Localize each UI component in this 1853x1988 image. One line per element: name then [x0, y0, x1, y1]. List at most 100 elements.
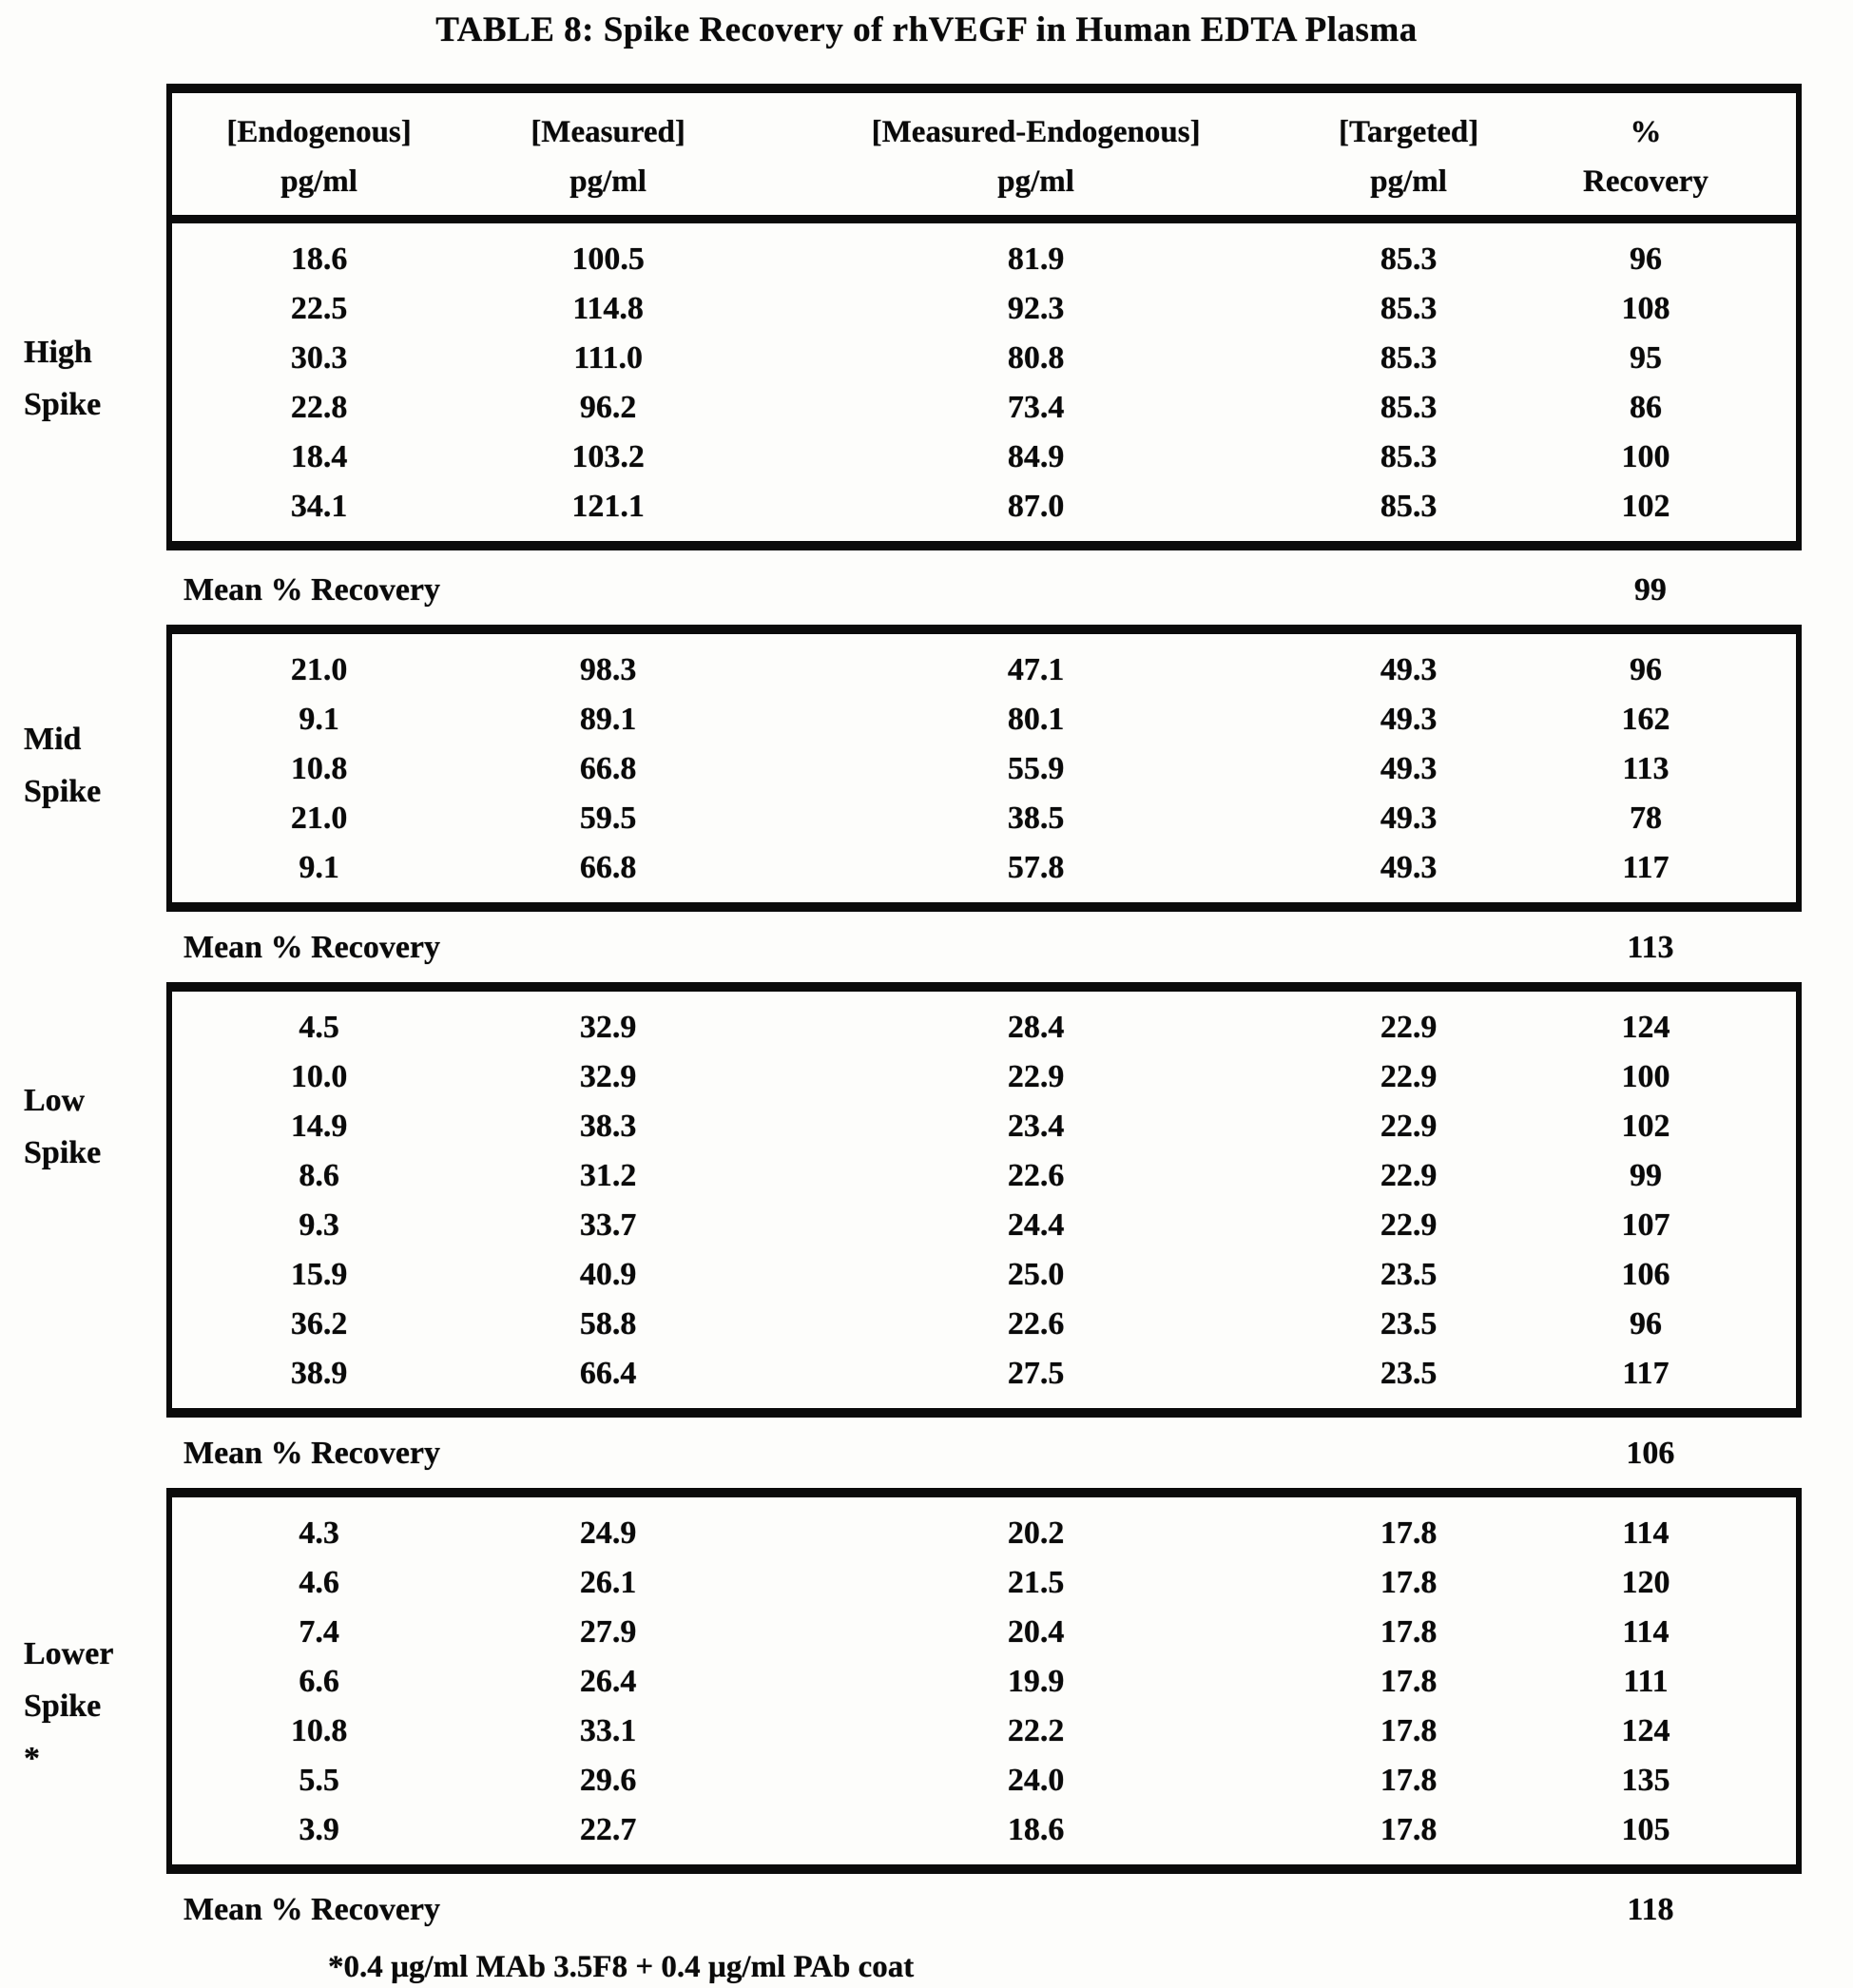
table-row: 6.6 26.4 19.9 17.8 111 — [172, 1657, 1796, 1707]
table-cell: 23.5 — [1380, 1356, 1438, 1391]
table-row: 3.9 22.7 18.6 17.8 105 — [172, 1805, 1796, 1855]
mean-recovery-value: 106 — [1626, 1436, 1675, 1471]
table-cell: 20.4 — [1007, 1614, 1065, 1650]
table-cell: 15.9 — [290, 1257, 348, 1292]
group-label-line: High — [24, 335, 92, 370]
table-cell: 66.4 — [579, 1356, 637, 1391]
column-header-targeted: [Targeted] pg/ml — [1322, 106, 1496, 205]
table-cell: 49.3 — [1380, 850, 1438, 885]
table-cell: 17.8 — [1380, 1565, 1438, 1600]
table-cell: 34.1 — [290, 489, 348, 524]
table-cell: 86 — [1629, 390, 1662, 425]
data-table: [Endogenous] pg/ml [Measured] pg/ml [Mea… — [166, 84, 1802, 1985]
table-cell: 17.8 — [1380, 1713, 1438, 1748]
table-cell: 7.4 — [299, 1614, 339, 1650]
table-cell: 17.8 — [1380, 1614, 1438, 1650]
mean-recovery-label: Mean % Recovery — [183, 930, 441, 965]
table-cell: 24.0 — [1007, 1763, 1065, 1798]
table-cell: 24.4 — [1007, 1207, 1065, 1243]
column-header-measured-endogenous: [Measured-Endogenous] pg/ml — [750, 106, 1322, 205]
table-cell: 31.2 — [579, 1158, 637, 1193]
table-row: 34.1 121.1 87.0 85.3 102 — [172, 482, 1796, 531]
table-cell: 17.8 — [1380, 1664, 1438, 1699]
column-header-measured: [Measured] pg/ml — [466, 106, 750, 205]
table-cell: 105 — [1621, 1812, 1670, 1847]
table-cell: 22.6 — [1007, 1306, 1065, 1341]
table-cell: 95 — [1629, 340, 1662, 376]
table-cell: 124 — [1621, 1010, 1670, 1045]
table-cell: 9.1 — [299, 850, 339, 885]
column-header-unit: pg/ml — [569, 164, 647, 199]
table-cell: 17.8 — [1380, 1515, 1438, 1551]
mean-recovery-row-low: Mean % Recovery 106 — [166, 1431, 1802, 1477]
table-cell: 22.8 — [290, 390, 348, 425]
table-cell: 162 — [1621, 702, 1670, 737]
table-row: 4.3 24.9 20.2 17.8 114 — [172, 1509, 1796, 1558]
group-rows-high-spike: 18.6 100.5 81.9 85.3 96 22.5 114.8 92.3 85.3 108 3… — [172, 223, 1796, 541]
table-cell: 23.5 — [1380, 1257, 1438, 1292]
table-cell: 99 — [1629, 1158, 1662, 1193]
mean-recovery-value: 113 — [1627, 930, 1674, 965]
column-header-endogenous: [Endogenous] pg/ml — [172, 106, 466, 205]
table-cell: 9.1 — [299, 702, 339, 737]
table-cell: 102 — [1621, 489, 1670, 524]
table-cell: 66.8 — [579, 751, 637, 786]
group-label-line: Spike — [24, 1135, 102, 1170]
group-rows-lower-spike: 4.3 24.9 20.2 17.8 114 4.6 26.1 21.5 17.8 120 7.4 2… — [172, 1497, 1796, 1864]
table-row: 14.9 38.3 23.4 22.9 102 — [172, 1102, 1796, 1151]
table-box-lower-spike: 4.3 24.9 20.2 17.8 114 4.6 26.1 21.5 17.8 120 7.4 2… — [166, 1488, 1802, 1874]
table-row: 4.5 32.9 28.4 22.9 124 — [172, 1003, 1796, 1052]
table-cell: 81.9 — [1007, 241, 1065, 277]
table-row: 15.9 40.9 25.0 23.5 106 — [172, 1250, 1796, 1300]
table-footnote: *0.4 µg/ml MAb 3.5F8 + 0.4 µg/ml PAb coa… — [328, 1950, 915, 1984]
table-cell: 38.9 — [290, 1356, 348, 1391]
table-cell: 22.9 — [1007, 1059, 1065, 1094]
mean-recovery-label: Mean % Recovery — [183, 572, 441, 608]
table-cell: 33.1 — [579, 1713, 637, 1748]
column-header-percent-recovery: % Recovery — [1496, 106, 1796, 205]
mean-recovery-value: 99 — [1633, 572, 1667, 608]
table-cell: 96 — [1629, 1306, 1662, 1341]
mean-recovery-label: Mean % Recovery — [183, 1436, 441, 1471]
table-cell: 10.0 — [290, 1059, 348, 1094]
table-cell: 107 — [1621, 1207, 1670, 1243]
table-cell: 111.0 — [573, 340, 643, 376]
mean-recovery-row-lower: Mean % Recovery 118 — [166, 1887, 1802, 1933]
table-cell: 120 — [1621, 1565, 1670, 1600]
table-cell: 32.9 — [579, 1059, 637, 1094]
table-cell: 85.3 — [1380, 390, 1438, 425]
table-row: 30.3 111.0 80.8 85.3 95 — [172, 334, 1796, 383]
table-row: 10.8 66.8 55.9 49.3 113 — [172, 744, 1796, 794]
table-row: 8.6 31.2 22.6 22.9 99 — [172, 1151, 1796, 1201]
group-label-line: * — [24, 1741, 40, 1776]
table-cell: 22.9 — [1380, 1109, 1438, 1144]
table-cell: 38.5 — [1007, 801, 1065, 836]
table-cell: 80.1 — [1007, 702, 1065, 737]
table-cell: 47.1 — [1007, 652, 1065, 687]
column-header-unit: pg/ml — [1370, 164, 1447, 199]
table-cell: 100 — [1621, 439, 1670, 474]
group-label-mid-spike: Mid Spike — [24, 713, 162, 818]
group-label-line: Lower — [24, 1636, 114, 1671]
table-cell: 32.9 — [579, 1010, 637, 1045]
table-box-high-spike: [Endogenous] pg/ml [Measured] pg/ml [Mea… — [166, 84, 1802, 550]
group-label-line: Spike — [24, 387, 102, 422]
table-cell: 33.7 — [579, 1207, 637, 1243]
table-cell: 22.9 — [1380, 1207, 1438, 1243]
group-label-line: Mid — [24, 722, 82, 757]
table-box-low-spike: 4.5 32.9 28.4 22.9 124 10.0 32.9 22.9 22.9 100 14.… — [166, 982, 1802, 1418]
table-cell: 4.6 — [299, 1565, 339, 1600]
table-cell: 22.5 — [290, 291, 348, 326]
table-cell: 6.6 — [299, 1664, 339, 1699]
table-cell: 8.6 — [299, 1158, 339, 1193]
table-cell: 103.2 — [571, 439, 645, 474]
table-row: 36.2 58.8 22.6 23.5 96 — [172, 1300, 1796, 1349]
group-rows-mid-spike: 21.0 98.3 47.1 49.3 96 9.1 89.1 80.1 49.3 162 10.8… — [172, 634, 1796, 902]
table-cell: 57.8 — [1007, 850, 1065, 885]
mean-recovery-label: Mean % Recovery — [183, 1892, 441, 1927]
table-cell: 22.6 — [1007, 1158, 1065, 1193]
table-cell: 49.3 — [1380, 751, 1438, 786]
table-cell: 24.9 — [579, 1515, 637, 1551]
table-cell: 124 — [1621, 1713, 1670, 1748]
table-cell: 92.3 — [1007, 291, 1065, 326]
